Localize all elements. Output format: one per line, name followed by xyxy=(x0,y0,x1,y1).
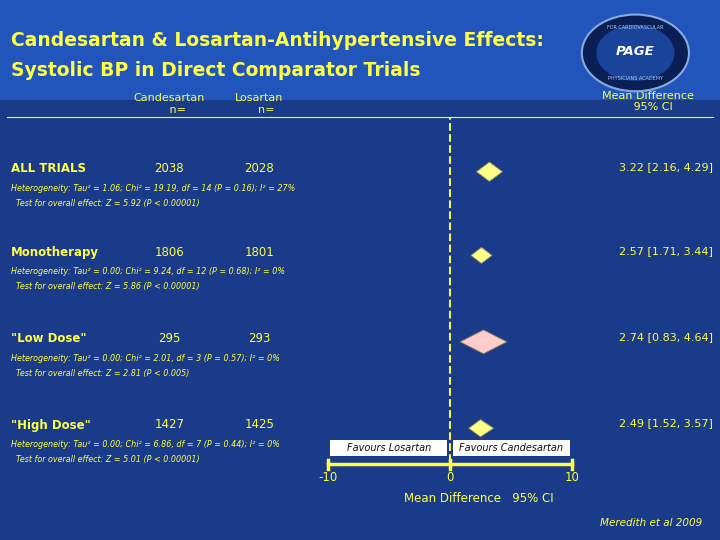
Text: PHYSICIANS ACADEMY: PHYSICIANS ACADEMY xyxy=(608,76,663,81)
Text: 2.74 [0.83, 4.64]: 2.74 [0.83, 4.64] xyxy=(619,332,713,342)
Text: PAGE: PAGE xyxy=(616,45,654,58)
Circle shape xyxy=(596,25,675,81)
Text: Test for overall effect: Z = 5.01 (P < 0.00001): Test for overall effect: Z = 5.01 (P < 0… xyxy=(11,455,199,464)
Text: 2.49 [1.52, 3.57]: 2.49 [1.52, 3.57] xyxy=(619,418,713,429)
Text: 295: 295 xyxy=(158,332,181,345)
Text: "High Dose": "High Dose" xyxy=(11,418,91,431)
Polygon shape xyxy=(477,162,503,181)
Text: "Low Dose": "Low Dose" xyxy=(11,332,86,345)
Text: 3.22 [2.16, 4.29]: 3.22 [2.16, 4.29] xyxy=(619,162,713,172)
Bar xyxy=(330,440,447,456)
Text: Systolic BP in Direct Comparator Trials: Systolic BP in Direct Comparator Trials xyxy=(11,60,420,80)
Text: Favours Candesartan: Favours Candesartan xyxy=(459,443,563,453)
Text: Heterogeneity: Tau² = 0.00; Chi² = 9.24, df = 12 (P = 0.68); I² = 0%: Heterogeneity: Tau² = 0.00; Chi² = 9.24,… xyxy=(11,267,285,276)
Text: Losartan
    n=: Losartan n= xyxy=(235,93,284,115)
Text: 0: 0 xyxy=(446,471,454,484)
Text: Monotherapy: Monotherapy xyxy=(11,246,99,259)
Polygon shape xyxy=(471,247,492,264)
Circle shape xyxy=(582,15,689,91)
Text: Mean Difference   95% CI: Mean Difference 95% CI xyxy=(404,492,554,505)
Text: Candesartan & Losartan-Antihypertensive Effects:: Candesartan & Losartan-Antihypertensive … xyxy=(11,31,544,50)
Text: 2028: 2028 xyxy=(244,162,274,175)
Text: Test for overall effect: Z = 5.92 (P < 0.00001): Test for overall effect: Z = 5.92 (P < 0… xyxy=(11,199,199,208)
Text: 10: 10 xyxy=(565,471,580,484)
Text: Favours Losartan: Favours Losartan xyxy=(346,443,431,453)
Text: Heterogeneity: Tau² = 0.00; Chi² = 6.86, df = 7 (P = 0.44); I² = 0%: Heterogeneity: Tau² = 0.00; Chi² = 6.86,… xyxy=(11,440,279,449)
Polygon shape xyxy=(460,330,507,354)
Bar xyxy=(0,100,720,540)
Text: FOR CARDIOVASCULAR: FOR CARDIOVASCULAR xyxy=(607,25,664,30)
Bar xyxy=(453,440,570,456)
Text: 2038: 2038 xyxy=(154,162,184,175)
Text: 1801: 1801 xyxy=(244,246,274,259)
Text: -10: -10 xyxy=(318,471,337,484)
Bar xyxy=(0,0,720,100)
Text: ALL TRIALS: ALL TRIALS xyxy=(11,162,86,175)
Text: Candesartan
     n=: Candesartan n= xyxy=(133,93,205,115)
Polygon shape xyxy=(469,420,494,437)
Text: Heterogeneity: Tau² = 1.06; Chi² = 19.19, df = 14 (P = 0.16); I² = 27%: Heterogeneity: Tau² = 1.06; Chi² = 19.19… xyxy=(11,184,295,193)
Text: 1425: 1425 xyxy=(244,418,274,431)
Text: Meredith et al 2009: Meredith et al 2009 xyxy=(600,518,702,528)
Text: 2.57 [1.71, 3.44]: 2.57 [1.71, 3.44] xyxy=(619,246,713,256)
Text: Heterogeneity: Tau² = 0.00; Chi² = 2.01, df = 3 (P = 0.57); I² = 0%: Heterogeneity: Tau² = 0.00; Chi² = 2.01,… xyxy=(11,354,279,363)
Text: Test for overall effect: Z = 5.86 (P < 0.00001): Test for overall effect: Z = 5.86 (P < 0… xyxy=(11,282,199,292)
Text: Test for overall effect: Z = 2.81 (P < 0.005): Test for overall effect: Z = 2.81 (P < 0… xyxy=(11,369,189,378)
Text: 293: 293 xyxy=(248,332,271,345)
Text: 1806: 1806 xyxy=(154,246,184,259)
Text: Mean Difference
   95% CI: Mean Difference 95% CI xyxy=(602,91,694,112)
Text: 1427: 1427 xyxy=(154,418,184,431)
